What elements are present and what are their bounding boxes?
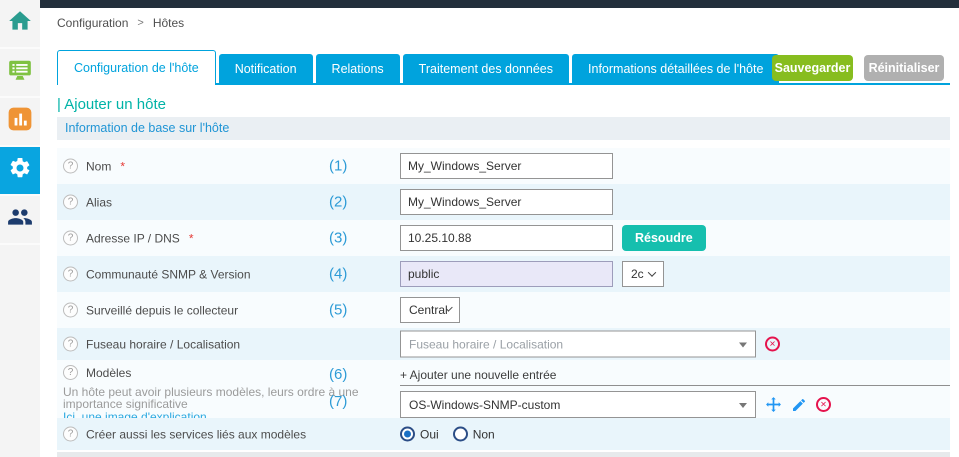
annotation-2: (2) [329, 193, 348, 211]
radio-yes-label: Oui [420, 427, 439, 441]
tab-host-detailed-info[interactable]: Informations détaillées de l'hôte [572, 54, 780, 83]
ip-input[interactable] [400, 225, 613, 251]
help-icon[interactable]: ? [63, 426, 78, 442]
create-services-label: Créer aussi les services liés aux modèle… [86, 427, 307, 441]
alias-label: Alias [86, 195, 113, 209]
create-services-radio-group: Oui Non [400, 426, 495, 442]
help-icon[interactable]: ? [63, 194, 78, 210]
bar-chart-icon [7, 106, 33, 137]
sidebar-item-reporting[interactable] [0, 98, 40, 147]
row-snmp-community: ? Communauté SNMP & Version (4) 2c [57, 256, 950, 292]
poller-label: Surveillé depuis le collecteur [86, 303, 239, 317]
annotation-7: (7) [329, 393, 348, 410]
tab-relations[interactable]: Relations [315, 54, 400, 83]
row-timezone: ? Fuseau horaire / Localisation Fuseau h… [57, 328, 950, 360]
save-button[interactable]: Sauvegarder [772, 55, 853, 81]
help-icon[interactable]: ? [63, 365, 78, 380]
clear-timezone-icon[interactable]: ✕ [765, 336, 780, 352]
required-mark: * [188, 231, 194, 245]
home-icon [7, 8, 33, 39]
tab-host-configuration[interactable]: Configuration de l'hôte [57, 50, 216, 85]
move-template-icon[interactable] [765, 396, 782, 413]
row-create-services: ? Créer aussi les services liés aux modè… [57, 418, 950, 450]
templates-label: Modèles [86, 365, 132, 380]
reset-button[interactable]: Réinitialiser [864, 55, 944, 81]
dropdown-arrow-icon [739, 342, 747, 348]
name-label: Nom [86, 159, 112, 173]
snmp-version-select[interactable]: 2c [622, 261, 664, 287]
add-new-entry-link[interactable]: + Ajouter une nouvelle entrée [400, 368, 557, 382]
tab-notification[interactable]: Notification [218, 54, 313, 83]
template-separator [400, 385, 950, 386]
radio-option-no[interactable]: Non [452, 426, 495, 442]
timezone-combobox[interactable]: Fuseau horaire / Localisation [400, 330, 756, 358]
annotation-3: (3) [329, 229, 348, 247]
annotation-1: (1) [329, 157, 348, 175]
sidebar-item-administration[interactable] [0, 196, 40, 245]
section-header-basic-info: Information de base sur l'hôte [57, 117, 950, 140]
alias-input[interactable] [400, 189, 613, 215]
breadcrumb-configuration[interactable]: Configuration [57, 16, 129, 30]
template-value: OS-Windows-SNMP-custom [409, 397, 561, 412]
templates-description: Un hôte peut avoir plusieurs modèles, le… [63, 385, 359, 411]
help-icon[interactable]: ? [63, 158, 78, 174]
tab-data-processing[interactable]: Traitement des données [402, 54, 570, 83]
page-title: | Ajouter un hôte [57, 96, 166, 113]
sidebar-item-monitoring[interactable] [0, 49, 40, 98]
poller-select[interactable]: Central [400, 297, 460, 323]
dropdown-arrow-icon [739, 403, 747, 408]
timezone-label: Fuseau horaire / Localisation [86, 337, 241, 351]
template-combobox[interactable]: OS-Windows-SNMP-custom [400, 391, 756, 418]
tab-bar: Configuration de l'hôte Notification Rel… [57, 50, 950, 85]
ip-label: Adresse IP / DNS [86, 231, 180, 245]
help-icon[interactable]: ? [63, 336, 78, 352]
row-name: ? Nom * (1) [57, 148, 950, 184]
snmp-label: Communauté SNMP & Version [86, 267, 251, 281]
radio-yes-icon[interactable] [400, 426, 415, 442]
poller-value: Central [409, 303, 448, 317]
monitor-list-icon [7, 57, 33, 88]
annotation-4: (4) [329, 265, 348, 283]
annotation-5: (5) [329, 301, 348, 319]
row-alias: ? Alias (2) [57, 184, 950, 220]
next-section-edge [57, 452, 950, 457]
chevron-down-icon [647, 268, 657, 277]
breadcrumb-hotes[interactable]: Hôtes [152, 16, 185, 30]
help-icon[interactable]: ? [63, 266, 78, 282]
breadcrumb-separator: > [137, 17, 144, 29]
remove-template-icon[interactable]: ✕ [816, 397, 831, 412]
snmp-community-input[interactable] [400, 261, 613, 287]
snmp-version-value: 2c [631, 267, 644, 281]
help-icon[interactable]: ? [63, 302, 78, 318]
help-icon[interactable]: ? [63, 230, 78, 246]
resolve-button[interactable]: Résoudre [622, 225, 706, 251]
row-templates: ? Modèles Un hôte peut avoir plusieurs m… [57, 360, 950, 424]
sidebar [0, 0, 40, 457]
breadcrumb: Configuration > Hôtes [57, 16, 184, 30]
users-icon [7, 204, 33, 235]
top-dark-bar [40, 0, 959, 8]
row-poller: ? Surveillé depuis le collecteur (5) Cen… [57, 292, 950, 328]
required-mark: * [120, 159, 126, 173]
sidebar-item-home[interactable] [0, 0, 40, 49]
radio-no-label: Non [472, 427, 495, 441]
edit-template-icon[interactable] [791, 397, 807, 413]
row-ip-address: ? Adresse IP / DNS * (3) Résoudre [57, 220, 950, 256]
gear-icon [8, 156, 32, 185]
host-form: ? Nom * (1) ? Alias (2) ? Adresse IP / D… [57, 148, 950, 450]
name-input[interactable] [400, 153, 613, 179]
sidebar-item-configuration[interactable] [0, 147, 40, 196]
radio-option-yes[interactable]: Oui [400, 426, 439, 442]
timezone-placeholder: Fuseau horaire / Localisation [409, 337, 564, 351]
radio-no-icon[interactable] [452, 426, 468, 442]
annotation-6: (6) [329, 366, 348, 383]
